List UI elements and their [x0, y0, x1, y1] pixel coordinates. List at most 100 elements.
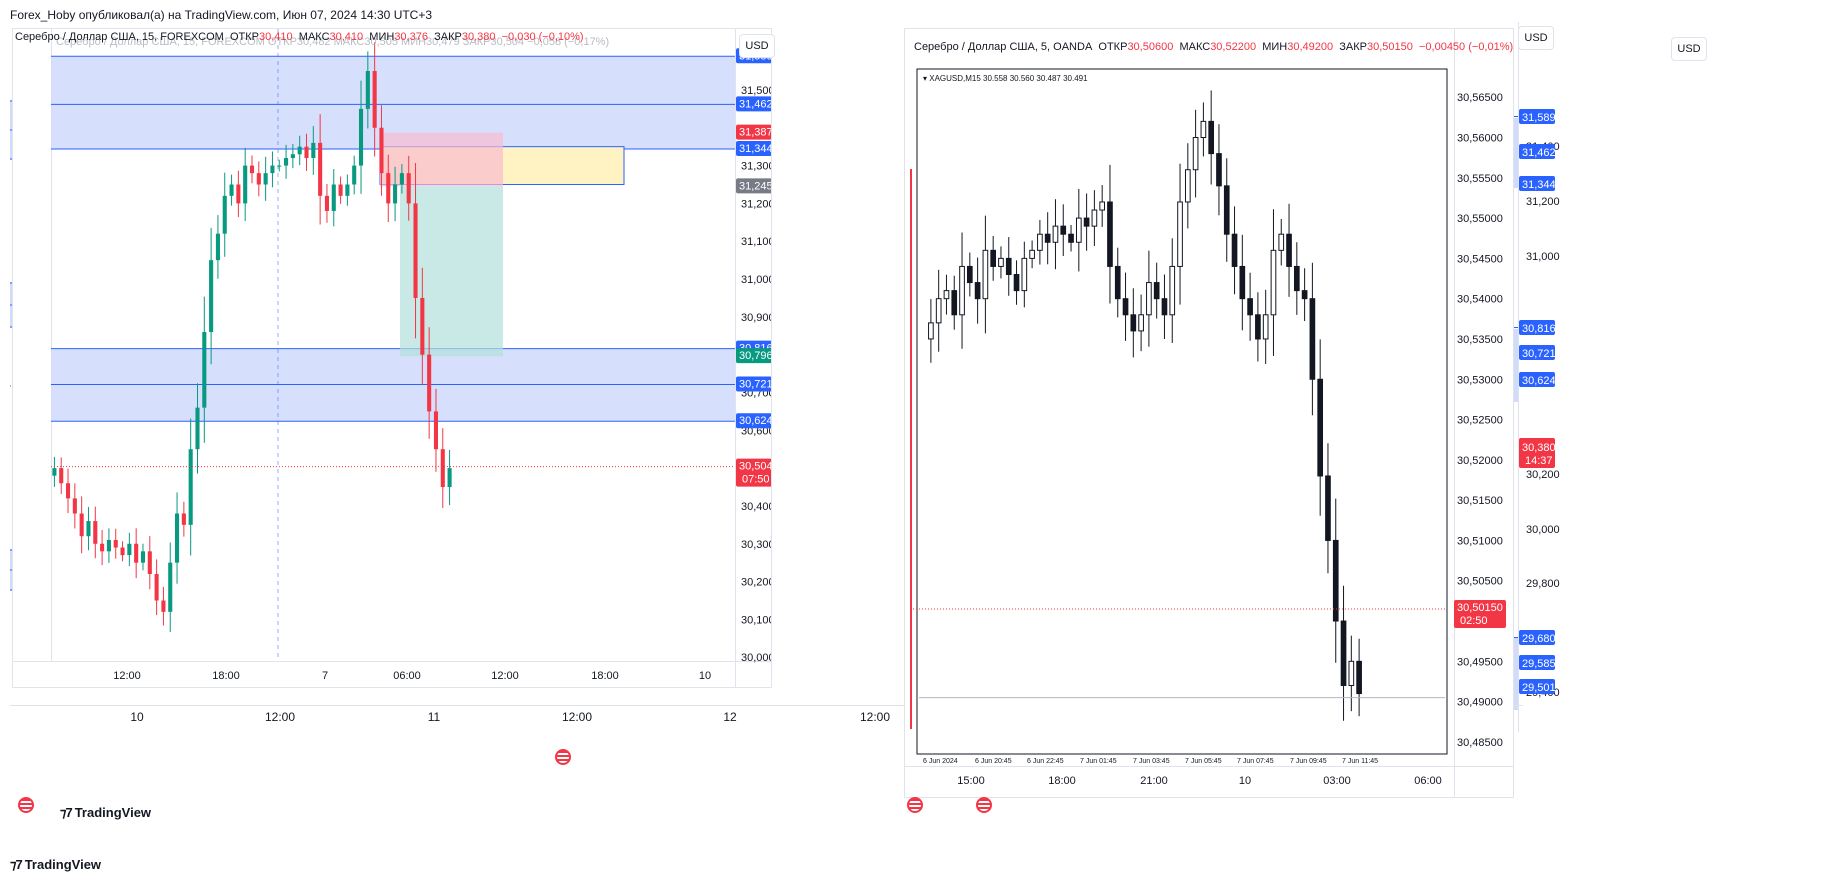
- right-price-tick: 30,51000: [1457, 535, 1503, 547]
- left-candle: [256, 173, 261, 185]
- outer-price-ticks: 31,40031,20031,00030,20030,00029,80029,4…: [1526, 141, 1560, 699]
- right-price-tick: 30,51500: [1457, 495, 1503, 507]
- outer-price-label: 30,624: [1522, 375, 1556, 387]
- right-candle: [982, 249, 989, 300]
- right-inset-time: 6 Jun 2024: [923, 758, 958, 765]
- left-candle: [358, 108, 364, 166]
- left-candle: [100, 543, 105, 552]
- outer-price-label: 29,680: [1522, 633, 1556, 645]
- right-inset-time: 7 Jun 07:45: [1237, 758, 1274, 765]
- right-chart-canvas[interactable]: ▾ XAGUSD,M15 30.558 30.560 30.487 30.491…: [905, 29, 1513, 797]
- outer-price-axis: 31,40031,20031,00030,20030,00029,80029,4…: [1490, 22, 1560, 732]
- left-candle: [393, 184, 398, 204]
- right-flag-icon-2[interactable]: [976, 797, 992, 813]
- left-candle: [236, 184, 241, 204]
- left-chart-panel[interactable]: 31,60031,50031,30031,20031,10031,00030,9…: [12, 28, 775, 688]
- right-candle: [1278, 233, 1285, 251]
- right-candle: [1068, 233, 1074, 243]
- right-candle: [1200, 120, 1207, 139]
- outer-price-tick: 29,800: [1526, 578, 1560, 590]
- left-candle: [120, 547, 125, 556]
- left-candle: [175, 513, 180, 563]
- left-price-label: 31,462: [739, 98, 771, 110]
- left-price-tick: 30,200: [741, 577, 771, 589]
- left-currency-button[interactable]: USD: [739, 34, 775, 58]
- right-candle: [1262, 314, 1269, 340]
- right-candle: [1075, 217, 1082, 243]
- right-price-tick: 30,50500: [1457, 576, 1503, 588]
- right-candle: [1083, 217, 1090, 227]
- right-price-axis-line: [1454, 29, 1455, 797]
- right-inset-time: 6 Jun 20:45: [975, 758, 1012, 765]
- left-candle: [406, 173, 411, 204]
- right-candle: [928, 322, 934, 340]
- outer-price-label-bg: [1519, 630, 1555, 645]
- left-chart-canvas[interactable]: 31,60031,50031,30031,20031,10031,00030,9…: [13, 29, 775, 687]
- outer-price-label-bg: [1519, 655, 1555, 670]
- left-candle: [270, 165, 275, 174]
- right-price-tick: 30,52000: [1457, 455, 1503, 467]
- left-candle: [59, 468, 64, 484]
- right-chart-panel[interactable]: ▾ XAGUSD,M15 30.558 30.560 30.487 30.491…: [904, 28, 1514, 798]
- left-candle: [311, 142, 316, 159]
- right-currency-button[interactable]: USD: [1671, 37, 1707, 61]
- left-price-label: 30,624: [739, 415, 771, 427]
- left-price-label: 31,387: [739, 127, 771, 139]
- left-candle: [427, 354, 432, 412]
- right-flag-icon-1[interactable]: [907, 797, 923, 813]
- right-price-tick: 30,49500: [1457, 656, 1503, 668]
- left-candle: [161, 600, 166, 612]
- right-time-tick: 15:00: [957, 775, 985, 787]
- outer-time-tick: 11: [428, 710, 441, 724]
- right-candle: [998, 257, 1004, 267]
- right-candle: [1052, 225, 1059, 243]
- right-last-price: 30,50150: [1457, 602, 1503, 614]
- left-time-tick: 12:00: [113, 670, 141, 682]
- right-candle: [1309, 298, 1316, 380]
- outer-currency-button[interactable]: USD: [1518, 26, 1554, 50]
- left-candle: [195, 407, 200, 450]
- left-candle: [284, 158, 289, 166]
- left-price-label-bg: [736, 348, 772, 364]
- right-time-tick: 21:00: [1140, 775, 1168, 787]
- left-last-time: 07:50: [742, 474, 770, 486]
- left-price-label-bg: [736, 96, 772, 112]
- left-tradingview-logo: ⁊7 TradingView: [60, 805, 152, 820]
- left-candle: [447, 468, 452, 488]
- left-price-tick: 31,000: [741, 274, 771, 286]
- outer-price-tick: 31,200: [1526, 196, 1560, 208]
- left-last-price-bg: [736, 458, 772, 487]
- outer-price-label-bg: [1519, 345, 1555, 360]
- left-candle: [243, 165, 248, 204]
- left-candle: [433, 411, 439, 450]
- right-price-tick: 30,55000: [1457, 213, 1503, 225]
- right-candle: [1138, 314, 1144, 332]
- left-price-tick: 31,100: [741, 236, 771, 248]
- right-candle: [966, 265, 973, 284]
- bottom-tradingview-logo: ⁊7 TradingView: [10, 857, 102, 872]
- right-candle: [1348, 660, 1355, 687]
- left-candle: [168, 562, 173, 612]
- right-price-tick: 30,56000: [1457, 133, 1503, 145]
- right-candle: [1099, 201, 1106, 211]
- right-candle: [1317, 378, 1324, 477]
- outer-time-tick: 12:00: [562, 710, 592, 724]
- left-stop-zone: [380, 132, 503, 187]
- left-candle: [86, 521, 91, 537]
- outer-price-label-bg: [1519, 679, 1555, 694]
- right-price-tick: 30,54500: [1457, 253, 1503, 265]
- right-candle: [1286, 233, 1292, 267]
- outer-price-label-bg: [1519, 372, 1555, 387]
- left-candle: [134, 543, 139, 563]
- right-candle: [1223, 185, 1230, 235]
- left-time-tick: 18:00: [591, 670, 619, 682]
- left-candle: [181, 513, 186, 525]
- outer-price-label-bg: [1519, 320, 1555, 335]
- right-inset-time: 7 Jun 03:45: [1133, 758, 1170, 765]
- outer-price-tick: 30,200: [1526, 469, 1560, 481]
- left-flag-icon[interactable]: [18, 797, 34, 813]
- right-candle: [1114, 265, 1121, 300]
- right-candle: [1107, 201, 1113, 267]
- left-event-flag-icon[interactable]: [555, 749, 571, 765]
- outer-price-label: 30,721: [1522, 348, 1556, 360]
